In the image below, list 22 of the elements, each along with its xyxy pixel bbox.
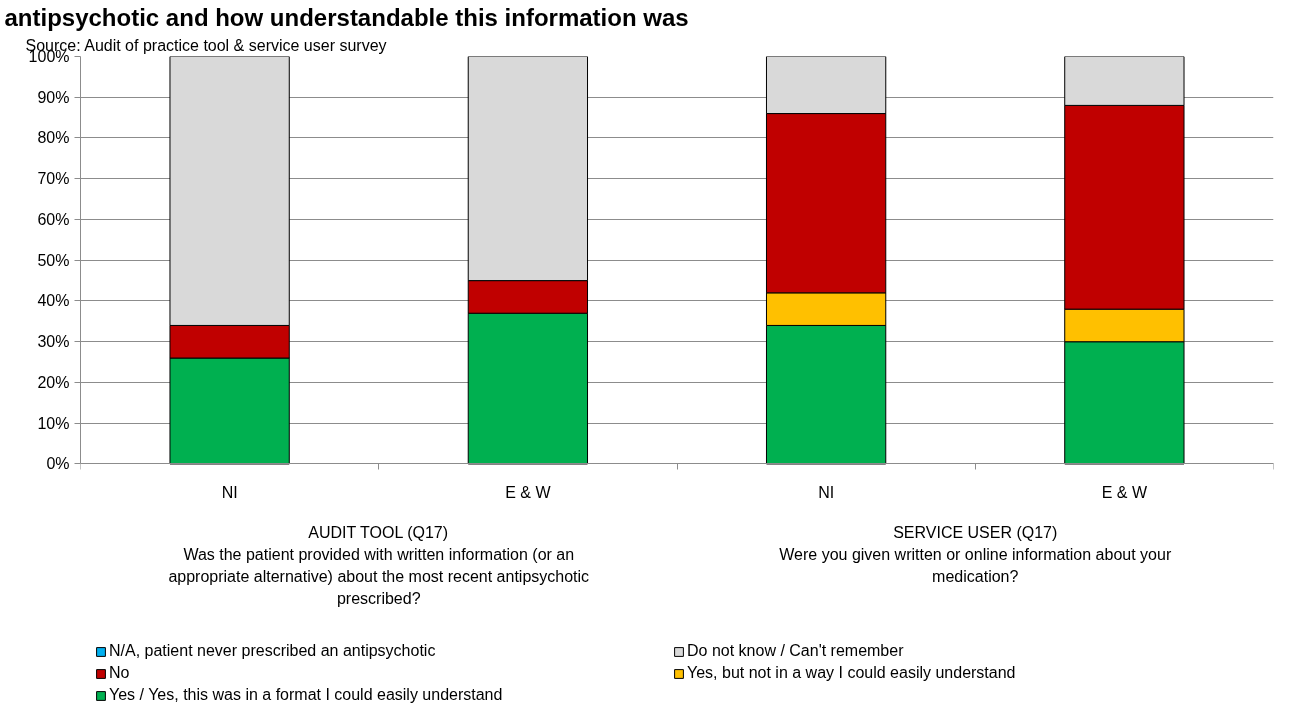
text: AUDIT TOOL (Q17) Was the patient provided with written information (or an appropriate alternative) about the most recent antipsychotic prescribed?	[168, 523, 590, 608]
legend-label: Do not know / Can't remember	[687, 642, 905, 660]
y-tick-label: 90%	[37, 88, 70, 106]
x-tick-label: E & W	[1101, 483, 1148, 501]
chart-title: antipsychotic and how understandable this information was	[4, 3, 689, 31]
y-tick-label: 50%	[37, 251, 70, 269]
y-tick-label: 10%	[37, 414, 70, 432]
y-tick-label: 70%	[37, 170, 70, 188]
text: SERVICE USER (Q17) Were you given written or online information about your medication?	[779, 523, 1172, 586]
x-tick-label: E & W	[505, 483, 552, 501]
x-tick-label: NI	[818, 483, 835, 501]
legend-label: N/A, patient never prescribed an antipsychotic	[109, 642, 437, 660]
y-tick-label: 30%	[37, 333, 70, 351]
y-tick-label: 40%	[37, 292, 70, 310]
y-tick-label: 60%	[37, 211, 70, 228]
y-tick-label: 20%	[37, 373, 70, 391]
y-tick-label: 80%	[37, 129, 70, 147]
legend-label: No	[109, 664, 131, 682]
legend-label: Yes, but not in a way I could easily understand	[687, 664, 1017, 682]
y-tick-label: 0%	[46, 455, 70, 473]
legend-label: Yes / Yes, this was in a format I could easily understand	[109, 686, 504, 704]
x-tick-label: NI	[221, 483, 238, 501]
